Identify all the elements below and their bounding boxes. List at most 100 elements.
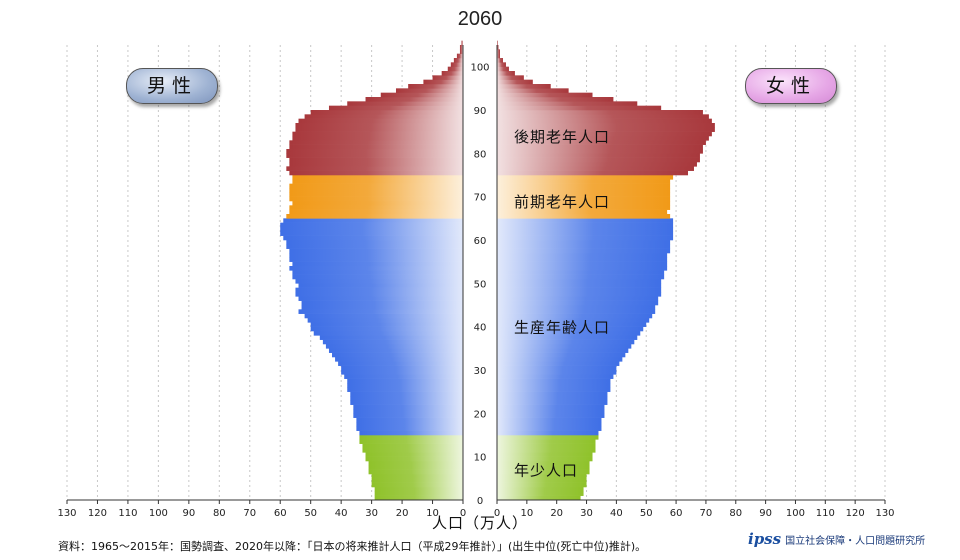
x-tick-male-80: 80 bbox=[213, 508, 226, 519]
male-bar-age-18 bbox=[356, 417, 463, 423]
male-bar-age-51 bbox=[292, 274, 463, 280]
female-bar-age-29 bbox=[497, 370, 617, 375]
female-bar-age-105 bbox=[497, 40, 498, 46]
y-tick-50: 50 bbox=[474, 279, 487, 290]
male-bar-age-99 bbox=[447, 66, 463, 72]
female-bar-age-88 bbox=[497, 114, 709, 119]
female-bar-age-82 bbox=[497, 140, 706, 145]
male-bar-age-48 bbox=[295, 287, 463, 293]
male-bar-age-10 bbox=[365, 452, 463, 457]
female-bar-age-46 bbox=[497, 296, 659, 301]
male-bar-age-89 bbox=[310, 110, 463, 115]
female-bar-age-97 bbox=[497, 75, 524, 80]
female-bar-age-13 bbox=[497, 439, 596, 444]
female-bar-age-77 bbox=[497, 162, 697, 167]
female-bar-age-48 bbox=[497, 287, 662, 293]
axes bbox=[67, 45, 885, 501]
male-bar-age-35 bbox=[325, 344, 463, 349]
x-tick-male-50: 50 bbox=[304, 508, 317, 519]
male-bar-age-33 bbox=[332, 352, 463, 358]
male-bar-age-38 bbox=[313, 331, 463, 336]
female-bar-age-94 bbox=[497, 88, 569, 93]
female-bar-age-15 bbox=[497, 430, 599, 436]
male-bar-age-8 bbox=[368, 461, 463, 466]
x-tick-male-30: 30 bbox=[365, 508, 378, 519]
female-bar-age-31 bbox=[497, 361, 620, 366]
female-bar-age-93 bbox=[497, 92, 593, 98]
male-bar-age-77 bbox=[289, 162, 463, 167]
female-bar-age-60 bbox=[497, 235, 674, 241]
female-bar-age-99 bbox=[497, 66, 509, 72]
female-bar-age-34 bbox=[497, 348, 629, 353]
male-bar-age-34 bbox=[328, 348, 463, 353]
female-bar-age-0 bbox=[497, 495, 581, 501]
female-bar-age-64 bbox=[497, 218, 674, 223]
y-tick-100: 100 bbox=[470, 63, 489, 74]
male-bar-age-87 bbox=[298, 118, 463, 124]
female-bar-age-24 bbox=[497, 391, 608, 397]
female-bar-age-4 bbox=[497, 478, 587, 483]
female-bar-age-41 bbox=[497, 318, 650, 323]
y-tick-10: 10 bbox=[474, 453, 487, 464]
female-bar-age-44 bbox=[497, 305, 656, 310]
male-bar-age-60 bbox=[283, 235, 463, 241]
x-tick-female-110: 110 bbox=[816, 508, 835, 519]
female-bar-age-30 bbox=[497, 365, 617, 371]
ipss-logo-icon: ipss bbox=[748, 530, 782, 548]
female-bar-age-23 bbox=[497, 396, 608, 401]
male-bar-age-86 bbox=[295, 123, 463, 128]
male-bar-age-46 bbox=[298, 296, 463, 301]
male-bar-age-101 bbox=[453, 58, 463, 63]
male-bar-age-64 bbox=[283, 218, 463, 223]
male-bar-age-80 bbox=[286, 149, 463, 154]
female-bar-age-47 bbox=[497, 292, 662, 297]
female-bar-age-67 bbox=[497, 205, 671, 210]
male-bar-age-14 bbox=[359, 435, 463, 440]
male-bar-age-59 bbox=[286, 240, 463, 245]
female-bar-age-61 bbox=[497, 231, 674, 236]
female-bar-age-38 bbox=[497, 331, 641, 336]
female-bar-age-79 bbox=[497, 153, 700, 158]
x-tick-female-30: 30 bbox=[580, 508, 593, 519]
female-bar-age-18 bbox=[497, 417, 602, 423]
female-bar-age-7 bbox=[497, 465, 590, 470]
male-bar-age-67 bbox=[289, 205, 463, 210]
male-label: 男性 bbox=[126, 68, 218, 104]
male-bar-age-25 bbox=[347, 387, 463, 392]
x-tick-male-20: 20 bbox=[396, 508, 409, 519]
male-bar-age-44 bbox=[301, 305, 463, 310]
male-bar-age-61 bbox=[280, 231, 463, 236]
male-bar-age-93 bbox=[380, 92, 463, 98]
female-bar-age-52 bbox=[497, 270, 665, 275]
y-tick-40: 40 bbox=[474, 323, 487, 334]
female-bar-age-45 bbox=[497, 300, 659, 306]
male-bar-age-11 bbox=[362, 448, 463, 453]
male-bar-age-65 bbox=[286, 214, 463, 219]
x-tick-male-0: 0 bbox=[460, 508, 466, 519]
female-bar-age-32 bbox=[497, 357, 623, 362]
x-tick-male-120: 120 bbox=[88, 508, 107, 519]
male-bar-age-56 bbox=[289, 253, 463, 258]
female-bar-age-33 bbox=[497, 352, 626, 358]
age-group-label: 年少人口 bbox=[514, 462, 578, 480]
female-bar-age-39 bbox=[497, 326, 644, 332]
male-bar-age-96 bbox=[423, 79, 463, 85]
x-tick-female-50: 50 bbox=[640, 508, 653, 519]
male-bar-age-98 bbox=[441, 71, 463, 76]
male-bar-age-88 bbox=[304, 114, 463, 119]
female-bar-age-8 bbox=[497, 461, 590, 466]
male-bar-age-75 bbox=[289, 170, 463, 176]
male-bar-age-84 bbox=[292, 131, 463, 137]
female-bar-age-62 bbox=[497, 227, 674, 232]
female-bar-age-59 bbox=[497, 240, 671, 245]
y-tick-30: 30 bbox=[474, 366, 487, 377]
male-bar-age-1 bbox=[374, 491, 463, 496]
male-bar-age-81 bbox=[289, 144, 463, 150]
male-bar-age-9 bbox=[365, 456, 463, 462]
male-bar-age-78 bbox=[289, 157, 463, 163]
male-bar-age-79 bbox=[286, 153, 463, 158]
female-bar-age-100 bbox=[497, 62, 506, 67]
